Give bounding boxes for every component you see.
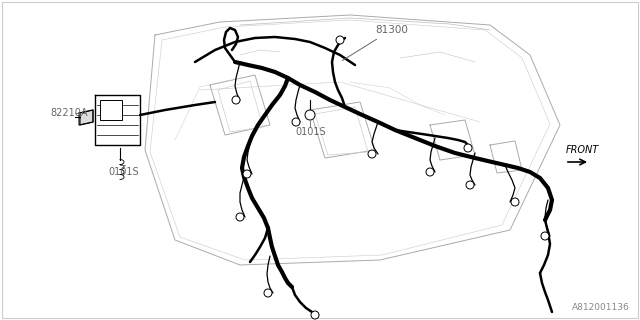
Text: 81300: 81300 — [342, 25, 408, 60]
Circle shape — [511, 198, 519, 206]
Text: 82210A: 82210A — [50, 108, 88, 118]
Circle shape — [236, 213, 244, 221]
Circle shape — [336, 36, 344, 44]
Text: A812001136: A812001136 — [572, 303, 630, 312]
Circle shape — [232, 96, 240, 104]
Text: 0101S: 0101S — [295, 127, 326, 137]
Circle shape — [243, 170, 251, 178]
Circle shape — [264, 289, 272, 297]
Polygon shape — [79, 110, 93, 125]
Circle shape — [292, 118, 300, 126]
Circle shape — [311, 311, 319, 319]
Circle shape — [466, 181, 474, 189]
Circle shape — [305, 110, 315, 120]
Circle shape — [368, 150, 376, 158]
Circle shape — [426, 168, 434, 176]
Text: 0101S: 0101S — [108, 167, 139, 177]
Circle shape — [464, 144, 472, 152]
Text: FRONT: FRONT — [566, 145, 599, 155]
Bar — [100, 100, 122, 120]
Circle shape — [541, 232, 549, 240]
